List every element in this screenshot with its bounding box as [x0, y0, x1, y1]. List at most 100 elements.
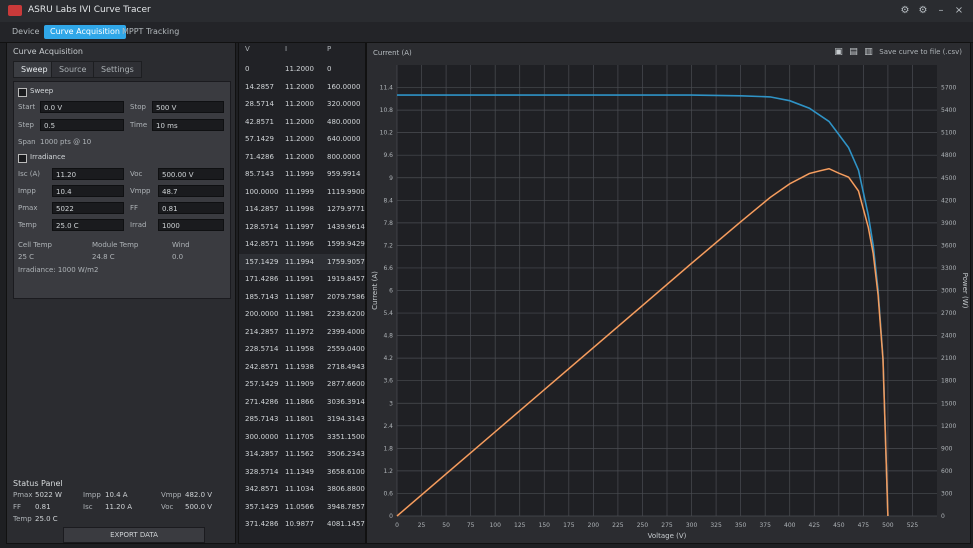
data-table: V I P 0 11.2000 0 14.2857 11.2000 160.0000 28.…	[238, 42, 366, 544]
table-row[interactable]: 371.4286 10.9877 4081.1457	[239, 516, 365, 532]
close-icon[interactable]: ×	[954, 4, 964, 16]
vmpp-field[interactable]: 48.7	[158, 185, 224, 197]
y-tick-label: 3.6	[383, 378, 393, 385]
table-row[interactable]: 228.5714 11.1958 2559.0400	[239, 341, 365, 357]
status-voc-value: 500.0 V	[185, 503, 213, 511]
table-row[interactable]: 214.2857 11.1972 2399.4000	[239, 324, 365, 340]
table-row[interactable]: 314.2857 11.1562 3506.2343	[239, 446, 365, 462]
temp-field[interactable]: 25.0 C	[52, 219, 124, 231]
table-row[interactable]: 28.5714 11.2000 320.0000	[239, 96, 365, 112]
voc-field[interactable]: 500.00 V	[158, 168, 224, 180]
table-row[interactable]: 114.2857 11.1998 1279.9771	[239, 201, 365, 217]
minimize-icon[interactable]: –	[938, 4, 944, 16]
x-tick-label: 100	[489, 522, 501, 529]
table-cell: 14.2857	[245, 82, 274, 91]
x-axis-label: Voltage (V)	[648, 532, 687, 540]
table-cell: 11.2000	[285, 100, 314, 108]
table-cell: 114.2857	[245, 205, 279, 213]
y-tick-label: 2.4	[383, 423, 393, 430]
status-pmax-value: 5022 W	[35, 491, 62, 499]
table-cell: 640.0000	[327, 135, 361, 143]
irrad-label: Irrad	[130, 221, 147, 229]
subtab-sweep[interactable]: Sweep	[13, 61, 56, 78]
y-tick-label: 4.2	[383, 355, 393, 362]
table-row[interactable]: 0 11.2000 0	[239, 61, 365, 77]
table-row[interactable]: 328.5714 11.1349 3658.6100	[239, 464, 365, 480]
table-cell: 10.9877	[285, 520, 314, 528]
ff-field[interactable]: 0.81	[158, 202, 224, 214]
column-header-i: I	[285, 45, 288, 53]
table-row[interactable]: 185.7143 11.1987 2079.7586	[239, 289, 365, 305]
subtab-settings[interactable]: Settings	[93, 61, 142, 78]
x-tick-label: 450	[833, 522, 845, 529]
table-row[interactable]: 128.5714 11.1997 1439.9614	[239, 219, 365, 235]
table-cell: 2239.6200	[327, 310, 365, 318]
table-cell: 11.1801	[285, 415, 314, 423]
tab-mppt-tracking[interactable]: MPPT Tracking	[122, 27, 180, 36]
y2-tick-label: 5400	[941, 107, 956, 114]
table-row[interactable]: 271.4286 11.1866 3036.3914	[239, 394, 365, 410]
table-cell: 1119.9900	[327, 187, 365, 196]
impp-label: Impp	[18, 187, 36, 195]
gear-icon[interactable]: ⚙	[918, 4, 928, 16]
step-field[interactable]: 0.5	[40, 119, 124, 131]
isc-field[interactable]: 11.20	[52, 168, 124, 180]
y2-tick-label: 2700	[941, 310, 956, 317]
y-tick-label: 5.4	[383, 310, 393, 317]
y2-tick-label: 300	[941, 490, 953, 497]
irrad-field[interactable]: 1000	[158, 219, 224, 231]
table-row[interactable]: 242.8571 11.1938 2718.4943	[239, 359, 365, 375]
titlebar-controls: ⚙ ⚙ – ×	[899, 4, 965, 16]
status-isc-label: Isc	[83, 503, 93, 511]
table-row[interactable]: 357.1429 11.0566 3948.7857	[239, 499, 365, 515]
x-tick-label: 525	[907, 522, 919, 529]
time-field[interactable]: 10 ms	[152, 119, 224, 131]
table-cell: 11.1994	[285, 257, 314, 266]
folder-icon[interactable]: ▤	[849, 47, 858, 57]
table-row[interactable]: 342.8571 11.1034 3806.8800	[239, 481, 365, 497]
export-icon[interactable]: ▥	[864, 47, 873, 57]
table-row[interactable]: 157.1429 11.1994 1759.9057	[239, 253, 365, 270]
table-row[interactable]: 171.4286 11.1991 1919.8457	[239, 271, 365, 287]
settings-icon[interactable]: ⚙	[900, 4, 910, 16]
tab-device[interactable]: Device	[12, 27, 40, 36]
table-cell: 4081.1457	[327, 520, 365, 528]
sweep-checkbox[interactable]	[18, 88, 27, 97]
table-cell: 100.0000	[245, 187, 279, 196]
save-icon[interactable]: ▣	[834, 47, 843, 57]
start-field[interactable]: 0.0 V	[40, 101, 124, 113]
table-row[interactable]: 85.7143 11.1999 959.9914	[239, 166, 365, 182]
cell-temp-label: Cell Temp	[18, 241, 52, 249]
y-tick-label: 1.8	[383, 445, 393, 452]
time-label: Time	[130, 121, 148, 129]
vmpp-label: Vmpp	[130, 187, 151, 195]
irradiance-checkbox[interactable]	[18, 154, 27, 163]
y2-tick-label: 900	[941, 445, 953, 452]
stop-field[interactable]: 500 V	[152, 101, 224, 113]
x-tick-label: 0	[395, 522, 399, 529]
table-row[interactable]: 57.1429 11.2000 640.0000	[239, 131, 365, 147]
tab-curve-acquisition[interactable]: Curve Acquisition	[44, 25, 126, 39]
table-row[interactable]: 71.4286 11.2000 800.0000	[239, 149, 365, 165]
status-impp-value: 10.4 A	[105, 491, 128, 499]
column-header-p: P	[327, 45, 332, 53]
table-cell: 1599.9429	[327, 240, 365, 248]
y-tick-label: 7.2	[383, 242, 393, 249]
app-logo-icon	[8, 5, 22, 16]
table-row[interactable]: 14.2857 11.2000 160.0000	[239, 79, 365, 95]
table-row[interactable]: 300.0000 11.1705 3351.1500	[239, 429, 365, 445]
table-row[interactable]: 200.0000 11.1981 2239.6200	[239, 306, 365, 322]
table-row[interactable]: 285.7143 11.1801 3194.3143	[239, 411, 365, 427]
table-cell: 214.2857	[245, 327, 279, 336]
table-cell: 11.1705	[285, 432, 314, 441]
save-curve-label[interactable]: Save curve to file (.csv)	[879, 47, 962, 56]
export-data-button[interactable]: EXPORT DATA	[63, 527, 205, 543]
impp-field[interactable]: 10.4	[52, 185, 124, 197]
subtab-source[interactable]: Source	[51, 61, 95, 78]
table-row[interactable]: 100.0000 11.1999 1119.9900	[239, 184, 365, 200]
table-row[interactable]: 142.8571 11.1996 1599.9429	[239, 236, 365, 252]
table-cell: 11.2000	[285, 65, 314, 73]
pmax-field[interactable]: 5022	[52, 202, 124, 214]
table-row[interactable]: 42.8571 11.2000 480.0000	[239, 114, 365, 130]
table-row[interactable]: 257.1429 11.1909 2877.6600	[239, 376, 365, 392]
